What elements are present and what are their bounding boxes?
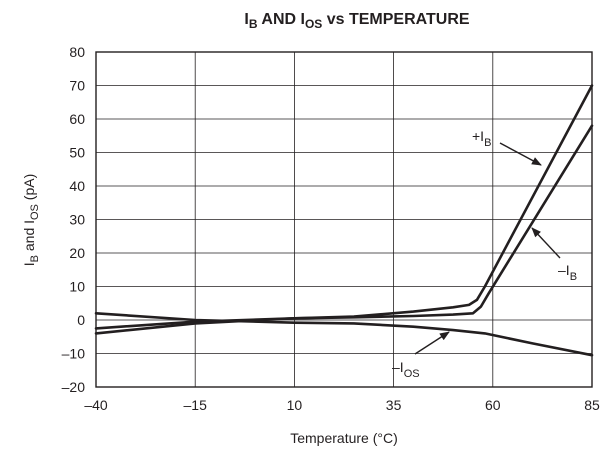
y-axis-label: IB and IOS (pA) bbox=[21, 174, 41, 267]
series-line-1 bbox=[94, 124, 594, 330]
x-tick-label: 35 bbox=[386, 397, 402, 413]
y-tick-label: 80 bbox=[69, 44, 85, 60]
x-tick-label: –40 bbox=[84, 397, 108, 413]
series-group bbox=[94, 84, 594, 357]
y-tick-labels: –20 –10 0 10 20 30 40 50 60 70 80 bbox=[62, 44, 86, 395]
series-line-2 bbox=[94, 311, 594, 357]
y-tick-label: 20 bbox=[69, 245, 85, 261]
x-tick-label: 85 bbox=[584, 397, 600, 413]
grid bbox=[96, 52, 592, 387]
y-tick-label: –20 bbox=[62, 379, 86, 395]
chart-title: IB AND IOS vs TEMPERATURE bbox=[244, 11, 469, 31]
y-tick-label: 0 bbox=[77, 312, 85, 328]
y-tick-label: 30 bbox=[69, 212, 85, 228]
y-tick-label: 60 bbox=[69, 111, 85, 127]
x-axis-label: Temperature (°C) bbox=[290, 430, 398, 446]
plot-frame bbox=[95, 51, 593, 388]
y-tick-label: 40 bbox=[69, 178, 85, 194]
y-tick-label: 70 bbox=[69, 78, 85, 94]
y-tick-label: 10 bbox=[69, 279, 85, 295]
annotation-plus-ib: +IB bbox=[472, 128, 491, 149]
series-line-0 bbox=[94, 84, 594, 335]
arrow-plus-ib bbox=[499, 142, 542, 166]
y-tick-label: –10 bbox=[62, 346, 86, 362]
y-tick-label: 50 bbox=[69, 145, 85, 161]
x-tick-label: 60 bbox=[485, 397, 501, 413]
x-tick-labels: –40 –15 10 35 60 85 bbox=[84, 397, 600, 413]
x-tick-label: –15 bbox=[184, 397, 208, 413]
arrow-minus-ios bbox=[414, 331, 450, 355]
x-tick-label: 10 bbox=[287, 397, 303, 413]
arrow-minus-ib bbox=[531, 227, 561, 259]
annotation-minus-ios: –IOS bbox=[392, 359, 420, 380]
annotation-minus-ib: –IB bbox=[558, 262, 577, 283]
